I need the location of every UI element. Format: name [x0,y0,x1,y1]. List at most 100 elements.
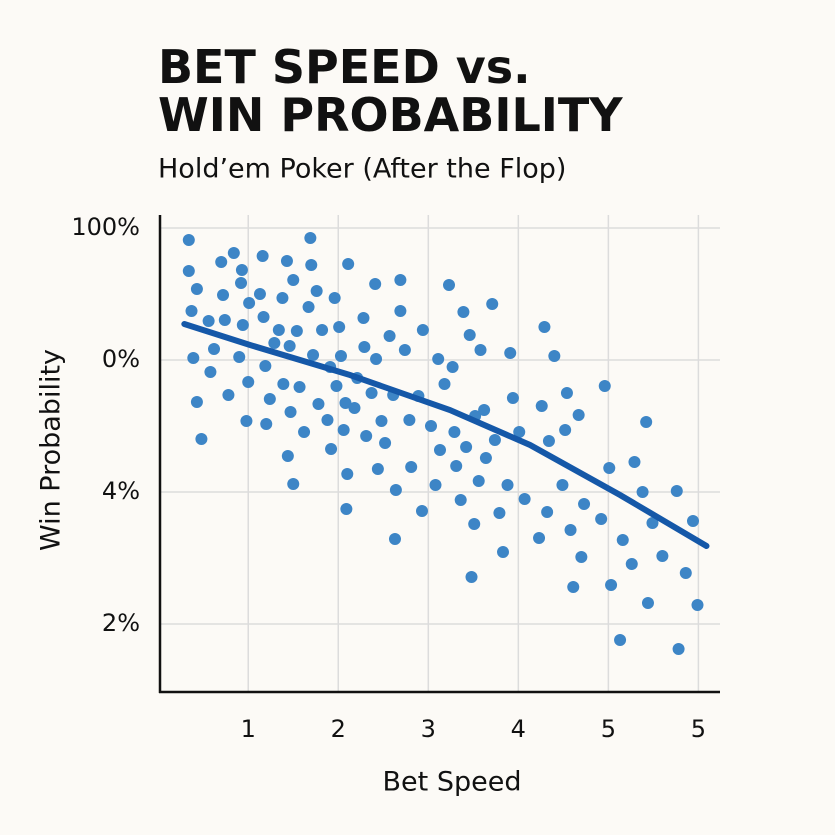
point [281,450,294,462]
point [342,258,355,270]
point [337,424,350,436]
point [389,484,402,496]
point [636,486,649,498]
point [670,485,683,497]
point [595,513,608,525]
point [287,274,300,286]
point [312,398,325,410]
point [302,301,315,313]
point [325,443,338,455]
point [605,579,618,591]
point [504,347,517,359]
point [287,478,300,490]
title-line: BET SPEED vs. [158,40,531,94]
point [341,468,354,480]
point [182,234,195,246]
point [575,551,588,563]
point [416,324,429,336]
point [465,571,478,583]
point [506,392,519,404]
point [218,314,231,326]
point [446,361,459,373]
point [556,479,569,491]
point [443,279,456,291]
x-tick-label: 5 [601,715,616,743]
point [432,353,445,365]
point [691,599,704,611]
x-tick-label: 3 [421,715,436,743]
point [190,396,203,408]
point [641,597,654,609]
point [215,256,228,268]
point [686,515,699,527]
point [463,329,476,341]
x-axis-label: Bet Speed [383,767,522,798]
x-tick-label: 5 [691,715,706,743]
point [242,376,255,388]
point [541,506,554,518]
point [375,415,388,427]
point [370,353,383,365]
point [204,366,217,378]
point [415,505,428,517]
x-tick-label: 1 [241,715,256,743]
point [182,265,195,277]
x-tick-label: 4 [511,715,526,743]
point [339,397,352,409]
point [454,494,467,506]
point [572,409,585,421]
point [227,247,240,259]
title-line: WIN PROBABILITY [158,88,623,142]
point [538,321,551,333]
y-tick-label: 4% [102,477,140,505]
point [257,311,270,323]
point [535,400,548,412]
plot [181,232,710,655]
point [284,406,297,418]
chart-subtitle: Hold’em Poker (After the Flop) [158,154,566,185]
y-axis-label: Win Probability [36,349,67,551]
point [202,315,215,327]
point [233,351,246,363]
point [468,518,481,530]
point [268,337,281,349]
point [578,498,591,510]
point [628,456,641,468]
point [438,378,451,390]
point [195,433,208,445]
point [187,352,200,364]
point [640,416,653,428]
point [328,292,341,304]
point [672,643,685,655]
point [208,343,221,355]
point [542,435,555,447]
point [559,424,572,436]
point [236,319,249,331]
point [567,581,580,593]
point [488,434,501,446]
point [235,277,248,289]
point [283,340,296,352]
point [388,533,401,545]
point [513,426,526,438]
point [398,344,411,356]
x-tick-label: 2 [331,715,346,743]
point [379,437,392,449]
point [360,430,373,442]
point [272,324,285,336]
point [340,503,353,515]
point [357,312,370,324]
point [358,341,371,353]
y-tick-label: 100% [71,213,140,241]
point [369,278,382,290]
point [457,306,470,318]
point [656,550,669,562]
y-tick-label: 2% [102,609,140,637]
point [424,420,437,432]
trend-line [181,321,710,549]
point [321,414,334,426]
point [185,305,198,317]
point [310,285,323,297]
point [460,441,473,453]
